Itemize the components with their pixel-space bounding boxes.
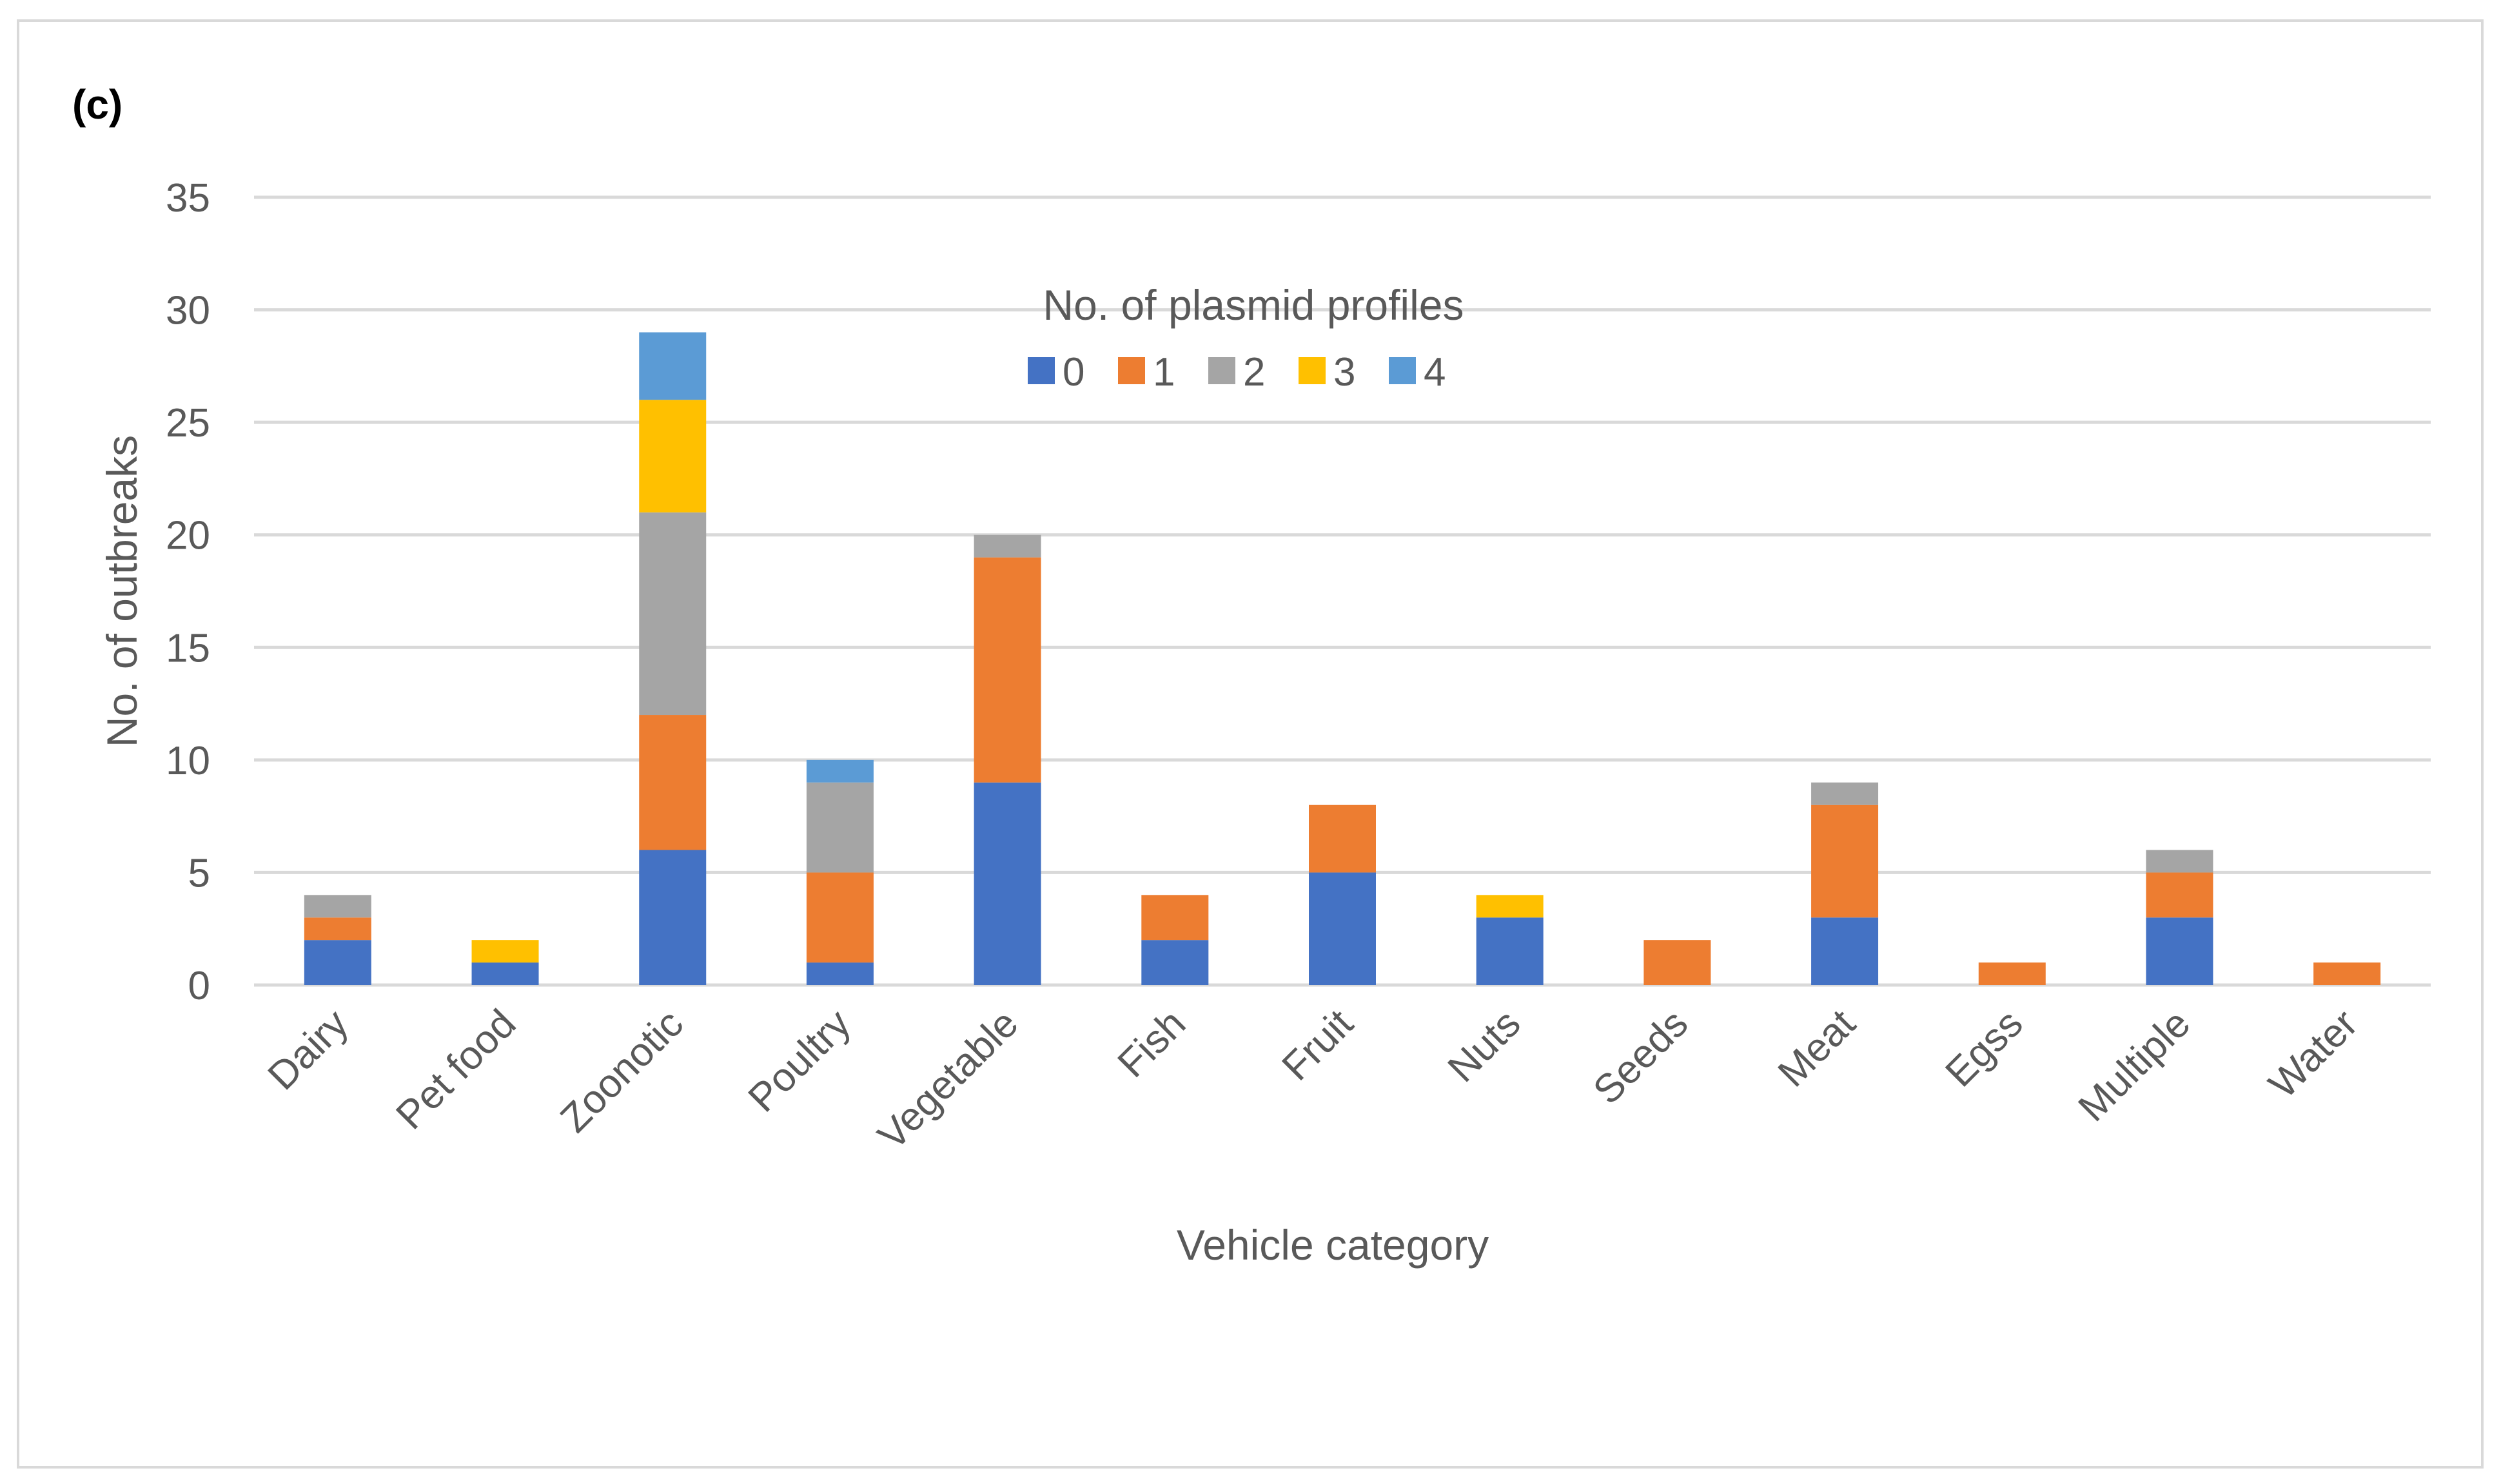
- bar-fish-series-1: [1141, 895, 1209, 941]
- x-tick-label: Meat: [1770, 1001, 1864, 1095]
- bar-nuts-series-3: [1476, 895, 1544, 918]
- y-tick-label: 30: [166, 289, 210, 333]
- bar-nuts-series-0: [1476, 917, 1544, 985]
- x-tick-label: Poultry: [740, 1001, 859, 1120]
- panel-label: (c): [72, 81, 123, 128]
- bar-meat-series-0: [1811, 917, 1879, 985]
- x-axis-ticks: Dairy Pet food Zoonotic Poultry Vegetable Fis…: [260, 1001, 2366, 1158]
- legend-swatch-2: [1208, 357, 1235, 384]
- bar-egss-series-1: [1978, 962, 2046, 985]
- y-tick-label: 35: [166, 176, 210, 220]
- bar-meat-series-2: [1811, 782, 1879, 805]
- legend-label: 0: [1063, 350, 1084, 395]
- bar-poultry-series-1: [806, 872, 874, 963]
- y-tick-label: 25: [166, 401, 210, 445]
- y-tick-label: 5: [188, 851, 210, 895]
- bar-zoonotic-series-0: [639, 850, 707, 985]
- x-tick-label: Fruit: [1273, 1001, 1361, 1089]
- bar-meat-series-1: [1811, 805, 1879, 918]
- x-tick-label: Nuts: [1440, 1001, 1529, 1091]
- bar-pet-food-series-0: [471, 962, 539, 985]
- x-tick-label: Seeds: [1585, 1001, 1696, 1113]
- legend-label: 1: [1153, 350, 1175, 395]
- bar-fruit-series-1: [1309, 805, 1376, 873]
- bar-vegetable-series-0: [974, 782, 1041, 985]
- bar-zoonotic-series-1: [639, 715, 707, 850]
- legend-swatch-0: [1028, 357, 1055, 384]
- bar-vegetable-series-2: [974, 534, 1041, 558]
- y-axis-ticks: 0 5 10 15 20 25 30 35: [166, 176, 210, 1008]
- legend: 0 1 2 3 4: [1028, 350, 1446, 395]
- bar-vegetable-series-1: [974, 557, 1041, 783]
- legend-label: 3: [1333, 350, 1355, 395]
- gridlines: [254, 195, 2431, 987]
- bar-multiple-series-1: [2146, 872, 2213, 918]
- bar-fruit-series-0: [1309, 872, 1376, 985]
- legend-label: 4: [1424, 350, 1446, 395]
- bar-zoonotic-series-4: [639, 332, 707, 400]
- legend-label: 2: [1243, 350, 1265, 395]
- bar-fish-series-0: [1141, 940, 1209, 985]
- x-tick-label: Zoonotic: [552, 1001, 692, 1141]
- x-tick-label: Pet food: [387, 1001, 524, 1138]
- bars: [304, 332, 2381, 985]
- bar-multiple-series-0: [2146, 917, 2213, 985]
- legend-swatch-1: [1118, 357, 1145, 384]
- chart-frame: (c) 0 5 10 15 20 25 30 35 Dairy Pet food Zoonotic…: [17, 19, 2484, 1469]
- x-axis-label: Vehicle category: [1177, 1221, 1489, 1269]
- x-tick-label: Multiple: [2070, 1001, 2199, 1130]
- x-tick-label: Water: [2261, 1001, 2366, 1107]
- legend-title: No. of plasmid profiles: [1043, 281, 1464, 329]
- bar-dairy-series-2: [304, 895, 371, 918]
- x-tick-label: Dairy: [260, 1001, 357, 1098]
- y-tick-label: 10: [166, 739, 210, 783]
- bar-poultry-series-0: [806, 962, 874, 985]
- bar-poultry-series-4: [806, 759, 874, 783]
- x-tick-label: Egss: [1937, 1001, 2031, 1095]
- y-tick-label: 15: [166, 626, 210, 670]
- bar-zoonotic-series-3: [639, 400, 707, 513]
- legend-swatch-3: [1299, 357, 1326, 384]
- bar-water-series-1: [2313, 962, 2381, 985]
- bar-dairy-series-1: [304, 917, 371, 941]
- legend-swatch-4: [1389, 357, 1416, 384]
- bar-zoonotic-series-2: [639, 512, 707, 716]
- y-tick-label: 0: [188, 964, 210, 1008]
- x-tick-label: Vegetable: [870, 1001, 1027, 1158]
- bar-pet-food-series-3: [471, 940, 539, 963]
- bar-multiple-series-2: [2146, 850, 2213, 873]
- x-tick-label: Fish: [1110, 1001, 1195, 1086]
- y-tick-label: 20: [166, 514, 210, 558]
- bar-seeds-series-1: [1643, 940, 1711, 985]
- bar-poultry-series-2: [806, 782, 874, 873]
- bar-dairy-series-0: [304, 940, 371, 985]
- y-axis-label: No. of outbreaks: [98, 435, 146, 747]
